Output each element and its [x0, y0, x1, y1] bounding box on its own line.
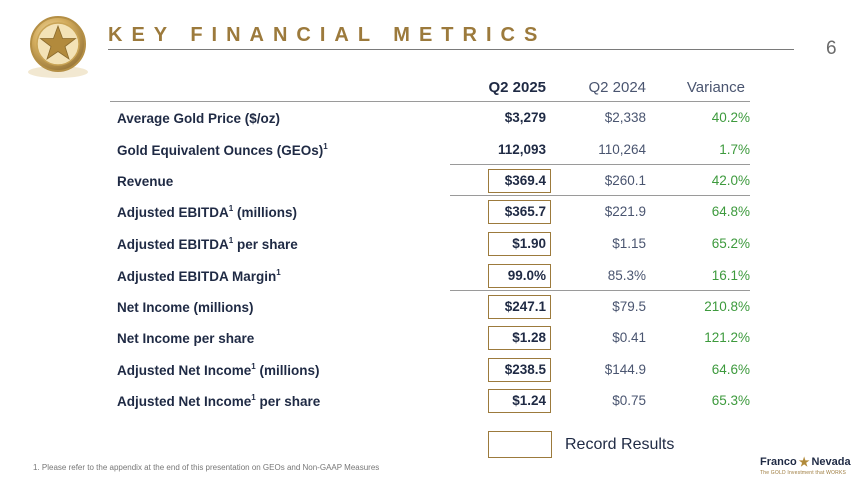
table-row: Revenue $369.4 $260.1 42.0% [0, 169, 860, 194]
row-group-divider [450, 164, 750, 165]
value-variance: 65.2% [711, 236, 750, 251]
value-q2-2025: $369.4 [504, 173, 546, 188]
record-results-legend-swatch [488, 431, 552, 458]
table-row: Adjusted EBITDA1 per share $1.90 $1.15 6… [0, 232, 860, 257]
record-result-highlight [488, 358, 551, 382]
value-variance: 16.1% [711, 268, 750, 283]
record-result-highlight [488, 295, 551, 319]
value-q2-2024: $0.41 [612, 330, 646, 345]
record-result-highlight [488, 232, 551, 256]
table-row: Adjusted Net Income1 (millions) $238.5 $… [0, 358, 860, 383]
value-q2-2024: $79.5 [612, 299, 646, 314]
table-row: Gold Equivalent Ounces (GEOs)1 112,093 1… [0, 139, 860, 163]
value-q2-2025: $247.1 [504, 299, 546, 314]
value-q2-2024: $260.1 [604, 173, 646, 188]
table-row: Adjusted Net Income1 per share $1.24 $0.… [0, 389, 860, 414]
row-label: Average Gold Price ($/oz) [117, 111, 281, 126]
row-label: Adjusted Net Income1 (millions) [117, 362, 320, 378]
brand-tagline: The GOLD Investment that WORKS [760, 470, 847, 476]
record-result-highlight [488, 389, 551, 413]
footnote: 1. Please refer to the appendix at the e… [33, 463, 380, 472]
value-q2-2024: $1.15 [612, 236, 646, 251]
row-label: Adjusted Net Income1 per share [117, 393, 321, 409]
value-q2-2024: $0.75 [612, 393, 646, 408]
row-label: Adjusted EBITDA Margin1 [117, 268, 281, 284]
value-q2-2024: 85.3% [607, 268, 646, 283]
value-q2-2024: $221.9 [604, 204, 646, 219]
slide-title: KEY FINANCIAL METRICS [108, 24, 547, 46]
value-q2-2025: $238.5 [504, 362, 546, 377]
value-variance: 210.8% [704, 299, 750, 314]
brand-wordmark: Franco ★ Nevada [760, 455, 851, 469]
row-label: Adjusted EBITDA1 (millions) [117, 204, 297, 220]
value-q2-2025: 99.0% [507, 268, 546, 283]
value-variance: 65.3% [711, 393, 750, 408]
row-label: Gold Equivalent Ounces (GEOs)1 [117, 142, 328, 158]
franco-nevada-logo: Franco ★ Nevada The GOLD Investment that… [760, 455, 851, 476]
title-divider [108, 49, 794, 50]
value-variance: 64.8% [711, 204, 750, 219]
record-result-highlight [488, 169, 551, 193]
value-variance: 1.7% [719, 142, 750, 157]
value-q2-2024: $2,338 [604, 110, 646, 125]
value-q2-2024: $144.9 [604, 362, 646, 377]
page-number: 6 [826, 38, 837, 59]
value-q2-2025: $1.24 [512, 393, 546, 408]
value-variance: 40.2% [711, 110, 750, 125]
header-q2-2025: Q2 2025 [488, 79, 546, 96]
header-divider [110, 101, 750, 102]
table-row: Adjusted EBITDA Margin1 99.0% 85.3% 16.1… [0, 264, 860, 289]
brand-name-left: Franco [760, 456, 797, 468]
value-variance: 42.0% [711, 173, 750, 188]
value-q2-2024: 110,264 [598, 142, 646, 157]
value-q2-2025: $365.7 [504, 204, 546, 219]
value-q2-2025: $1.28 [512, 330, 546, 345]
row-group-divider [450, 195, 750, 196]
row-label: Adjusted EBITDA1 per share [117, 236, 298, 252]
table-row: Average Gold Price ($/oz) $3,279 $2,338 … [0, 107, 860, 131]
value-variance: 121.2% [704, 330, 750, 345]
value-q2-2025: $3,279 [504, 110, 546, 125]
row-label: Net Income (millions) [117, 300, 254, 315]
table-row: Adjusted EBITDA1 (millions) $365.7 $221.… [0, 200, 860, 225]
table-row: Net Income (millions) $247.1 $79.5 210.8… [0, 295, 860, 320]
value-q2-2025: 112,093 [497, 142, 546, 157]
brand-name-right: Nevada [811, 456, 851, 468]
record-result-highlight [488, 326, 551, 350]
value-variance: 64.6% [711, 362, 750, 377]
row-group-divider [450, 290, 750, 291]
row-label: Revenue [117, 174, 174, 189]
star-icon: ★ [798, 455, 810, 469]
gold-star-emblem-icon [28, 16, 88, 78]
record-results-legend-label: Record Results [565, 436, 675, 453]
table-row: Net Income per share $1.28 $0.41 121.2% [0, 326, 860, 351]
record-result-highlight [488, 264, 551, 288]
header-q2-2024: Q2 2024 [588, 79, 646, 96]
row-label: Net Income per share [117, 331, 255, 346]
record-result-highlight [488, 200, 551, 224]
value-q2-2025: $1.90 [512, 236, 546, 251]
header-variance: Variance [686, 79, 745, 96]
